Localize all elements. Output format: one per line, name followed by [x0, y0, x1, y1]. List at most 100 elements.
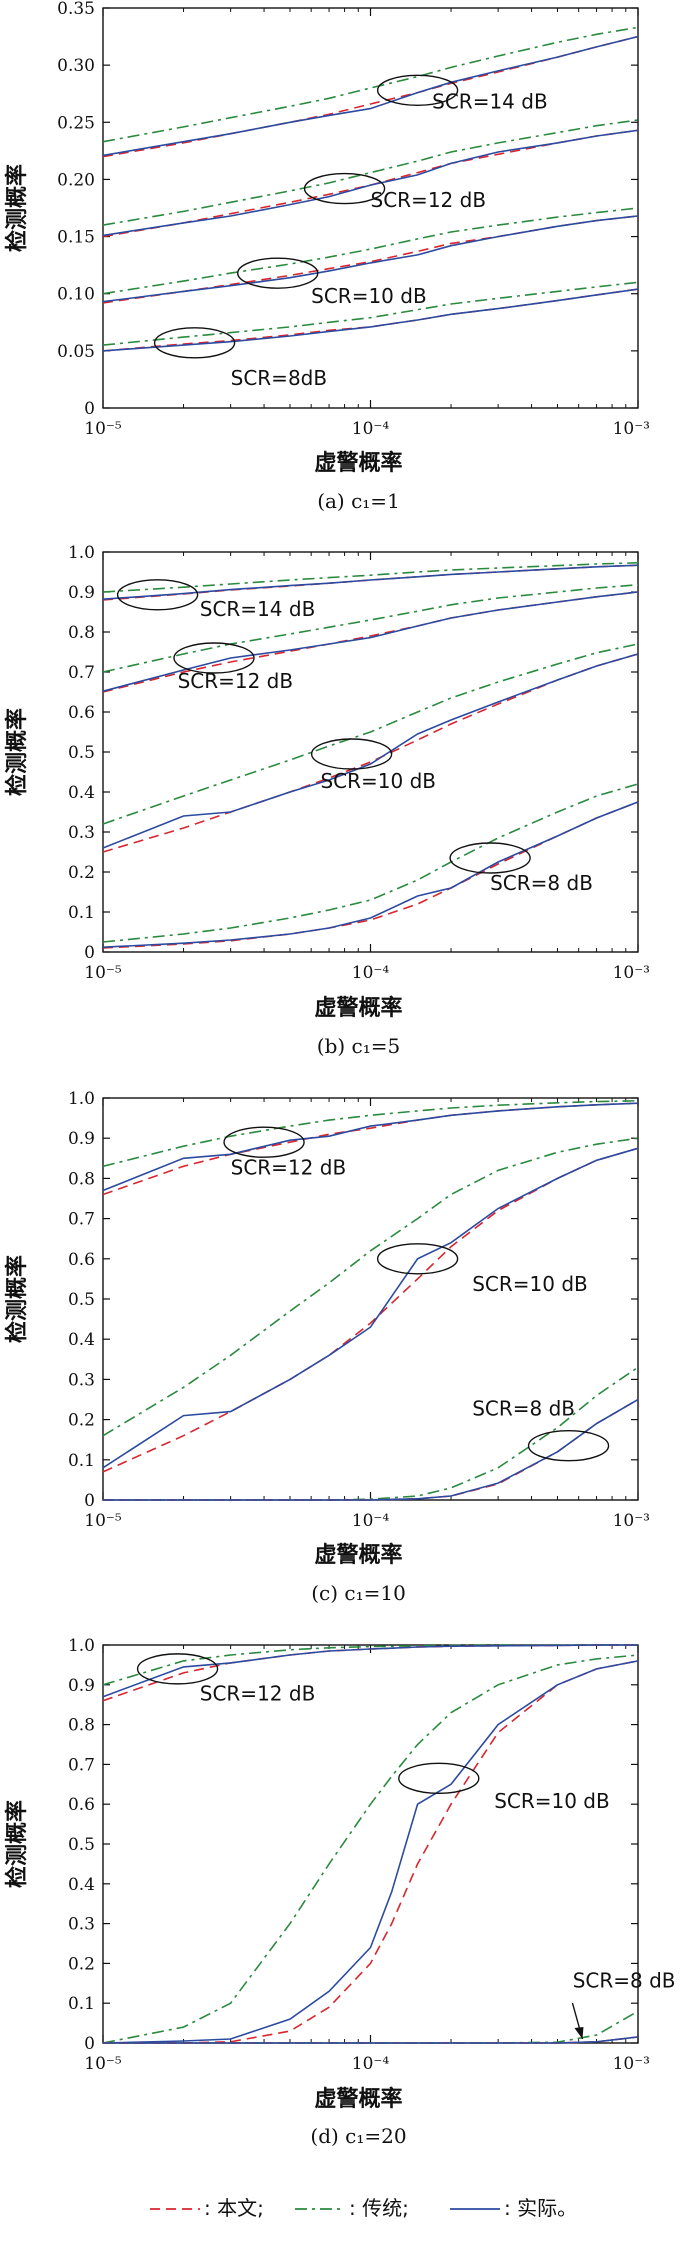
annotation-ellipse	[398, 1762, 480, 1795]
annotation-ellipse	[223, 1126, 305, 1158]
legend-label-1: : 本文;	[204, 2196, 264, 2220]
annotation-label: SCR=14 dB	[432, 90, 548, 114]
y-axis-label: 检测概率	[4, 708, 30, 796]
x-tick-label: 10⁻⁴	[352, 963, 390, 983]
annotation-label: SCR=12 dB	[371, 188, 487, 212]
series-line-paper-1	[102, 35, 639, 158]
chart-panel-4: 0 0.1 0.2 0.3 0.4 0.5 0.6 0.7 0.8 0.9 1.0 10⁻⁵ 10⁻⁴ 1…	[4, 1636, 676, 2148]
annotation-label: SCR=10 dB	[311, 284, 427, 308]
series-line-actual-2	[102, 1147, 639, 1469]
annotation-ellipse	[173, 642, 255, 674]
x-tick-label: 10⁻⁴	[352, 1511, 390, 1531]
panel-caption: (a) c₁=1	[317, 489, 400, 513]
annotation-ellipse	[310, 738, 393, 770]
annotation-ellipse	[153, 327, 236, 359]
y-axis-label: 检测概率	[4, 1800, 30, 1888]
y-tick-label: 0.3	[68, 1915, 95, 1935]
x-tick-label: 10⁻³	[613, 2054, 650, 2074]
series-line-paper-1	[102, 1102, 639, 1196]
y-tick-label: 0.8	[68, 1169, 95, 1189]
y-tick-label: 0.5	[68, 1290, 95, 1310]
x-tick-label: 10⁻⁵	[84, 2054, 122, 2074]
y-tick-label: 0.2	[68, 1411, 95, 1431]
series-line-actual-1	[102, 1102, 639, 1192]
y-tick-label: 0.9	[68, 583, 95, 603]
chart-panel-2: 0 0.1 0.2 0.3 0.4 0.5 0.6 0.7 0.8 0.9 1.0 10⁻⁵ 10⁻⁴ 1…	[4, 543, 650, 1058]
series-line-traditional-3	[102, 207, 639, 295]
series-line-actual-4	[102, 288, 639, 352]
y-tick-label: 0.6	[68, 1250, 95, 1270]
y-tick-label: 1.0	[68, 1636, 95, 1656]
y-tick-label: 0.4	[68, 1330, 95, 1350]
annotation-ellipse	[527, 1430, 610, 1462]
x-tick-label: 10⁻³	[613, 963, 650, 983]
series-line-actual-3	[103, 1398, 639, 1501]
annotation-label: SCR=12 dB	[178, 669, 294, 693]
series-line-actual-1	[102, 1644, 638, 1698]
y-axis-label: 检测概率	[4, 1255, 30, 1343]
panel-caption: (c) c₁=10	[311, 1581, 406, 1605]
annotation-ellipse	[376, 74, 459, 106]
series-line-traditional-3	[102, 643, 639, 825]
series-line-traditional-1	[102, 26, 639, 143]
y-tick-label: 0.4	[68, 1875, 95, 1895]
y-tick-label: 0.1	[68, 903, 95, 923]
y-tick-label: 0.9	[68, 1129, 95, 1149]
x-axis-label: 虚警概率	[314, 1542, 402, 1568]
chart-panel-3: 0 0.1 0.2 0.3 0.4 0.5 0.6 0.7 0.8 0.9 1.0 10⁻⁵ 10⁻⁴ 1…	[4, 1089, 650, 1605]
series-line-traditional-2	[102, 1137, 639, 1437]
series-line-actual-1	[102, 564, 639, 600]
annotation-ellipse	[237, 257, 319, 289]
y-tick-label: 0.5	[68, 743, 95, 763]
series-line-actual-4	[102, 801, 639, 948]
y-tick-label: 0.2	[68, 863, 95, 883]
y-tick-label: 0.35	[57, 0, 95, 19]
legend: : 本文; : 传统; : 实际。	[150, 2196, 577, 2220]
y-tick-label: 0.8	[68, 623, 95, 643]
x-tick-label: 10⁻⁴	[352, 2054, 390, 2074]
y-tick-label: 0.3	[68, 823, 95, 843]
x-axis-label: 虚警概率	[314, 450, 402, 476]
panel-caption: (d) c₁=20	[310, 2124, 406, 2148]
legend-label-3: : 实际。	[504, 2196, 577, 2220]
plot-frame	[102, 1644, 639, 2044]
chart-panel-1: 0 0.05 0.10 0.15 0.20 0.25 0.30 0.35 10⁻⁵ 10⁻⁴ 10⁻…	[4, 0, 650, 513]
y-tick-label: 0.2	[68, 1954, 95, 1974]
y-tick-label: 0.15	[57, 228, 95, 248]
x-tick-label: 10⁻⁵	[84, 963, 122, 983]
series-line-actual-2	[102, 129, 639, 237]
annotation-label: SCR=8 dB	[573, 1968, 676, 1992]
legend-label-2: : 传统;	[349, 2196, 409, 2220]
annotation-ellipse	[136, 1653, 219, 1685]
y-tick-label: 0	[84, 943, 95, 963]
series-line-paper-3	[102, 653, 639, 853]
annotation-label: SCR=14 dB	[200, 597, 316, 621]
series-line-actual-2	[102, 1660, 639, 2044]
y-tick-label: 0.6	[68, 1795, 95, 1815]
series-line-traditional-1	[102, 562, 639, 593]
x-tick-label: 10⁻⁵	[84, 1511, 122, 1531]
x-axis-label: 虚警概率	[314, 2086, 402, 2112]
annotation-label: SCR=8 dB	[490, 871, 593, 895]
series-line-traditional-2	[102, 584, 639, 673]
y-tick-label: 0.1	[68, 1994, 95, 2014]
series-line-actual-3	[102, 653, 639, 849]
series-line-paper-2	[102, 1147, 639, 1473]
y-tick-label: 0.8	[68, 1716, 95, 1736]
y-axis-label: 检测概率	[4, 164, 30, 252]
annotation-label: SCR=10 dB	[494, 1789, 610, 1813]
y-tick-label: 0	[84, 399, 95, 419]
y-tick-label: 0.4	[68, 783, 95, 803]
y-tick-label: 0.5	[68, 1835, 95, 1855]
y-tick-label: 0.3	[68, 1370, 95, 1390]
annotation-label: SCR=8 dB	[472, 1397, 575, 1421]
series-line-traditional-4	[102, 281, 639, 346]
series-line-paper-2	[103, 1660, 639, 2044]
annotation-label: SCR=12 dB	[200, 1682, 316, 1706]
series-line-actual-3	[102, 215, 639, 303]
y-tick-label: 1.0	[68, 543, 95, 563]
annotation-label: SCR=10 dB	[320, 769, 436, 793]
y-tick-label: 0.1	[68, 1451, 95, 1471]
x-axis-label: 虚警概率	[314, 995, 402, 1021]
